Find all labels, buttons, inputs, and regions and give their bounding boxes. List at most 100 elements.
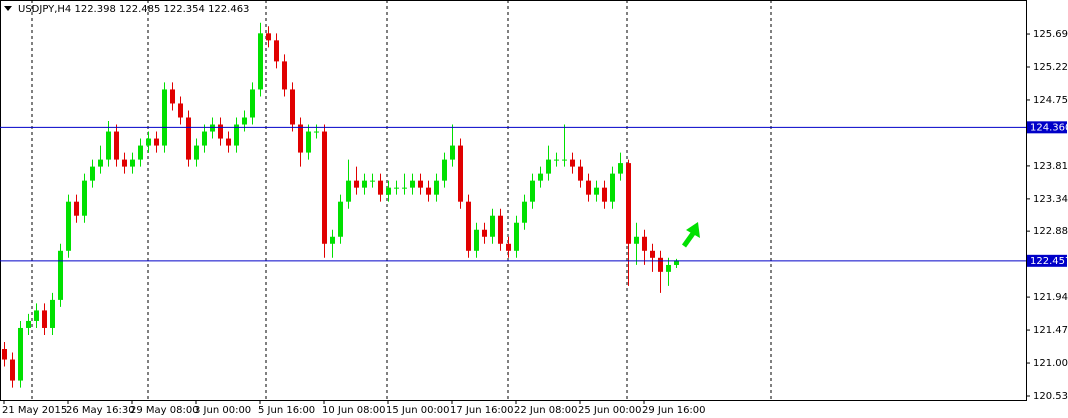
candle-body [346, 180, 351, 202]
candle-body [458, 145, 463, 202]
candle-body [626, 163, 631, 244]
candle-body [618, 163, 623, 174]
x-tick-label: 3 Jun 00:00 [194, 405, 251, 416]
candle-body [258, 33, 263, 90]
candle-body [466, 201, 471, 251]
candle-body [506, 243, 511, 251]
candle-body [130, 159, 135, 167]
candle-body [114, 131, 119, 160]
y-tick-label: 123.810 [1033, 161, 1068, 172]
candle-body [194, 145, 199, 160]
level-label: 122.457 [1030, 256, 1068, 267]
candle-body [90, 166, 95, 181]
candle-body [210, 124, 215, 132]
arrow-head [686, 222, 700, 238]
candle-body [586, 180, 591, 195]
x-tick-label: 25 Jun 00:00 [578, 405, 642, 416]
candle-body [186, 117, 191, 160]
x-tick-label: 21 May 2015 [2, 405, 67, 416]
candle-body [122, 159, 127, 167]
candle-body [362, 180, 367, 188]
candle-body [306, 131, 311, 153]
candle-body [298, 124, 303, 153]
candle-body [10, 359, 15, 381]
candle-body [482, 229, 487, 237]
candle-body [66, 201, 71, 251]
y-tick-label: 121.470 [1033, 325, 1068, 336]
candle-body [674, 260, 679, 265]
candle-body [242, 117, 247, 125]
candle-body [50, 299, 55, 328]
candle-body [322, 131, 327, 244]
candle-body [330, 236, 335, 244]
candle-body [314, 131, 319, 133]
candle-body [442, 159, 447, 181]
candle-body [218, 124, 223, 139]
y-tick-label: 121.940 [1033, 292, 1068, 303]
arrow-shaft [681, 230, 697, 248]
candle-body [250, 89, 255, 118]
y-tick-label: 120.530 [1033, 391, 1068, 402]
candle-body [42, 310, 47, 328]
candle-body [82, 180, 87, 216]
candle-body [666, 264, 671, 272]
candle-body [58, 250, 63, 300]
candle-body [610, 173, 615, 202]
candle-body [434, 180, 439, 195]
candle-body [538, 173, 543, 181]
candle-body [282, 61, 287, 90]
candle-body [426, 187, 431, 195]
candle-body [26, 320, 31, 328]
candle-body [146, 138, 151, 146]
trend-arrow [681, 222, 700, 248]
y-tick-label: 122.880 [1033, 226, 1068, 237]
candle-body [74, 201, 79, 216]
candle-body [450, 145, 455, 160]
candle-body [402, 187, 407, 189]
candle-body [290, 89, 295, 125]
candle-body [474, 229, 479, 251]
candle-body [354, 180, 359, 188]
candle-body [498, 215, 503, 244]
plot-frame [0, 0, 1027, 401]
candle-body [226, 138, 231, 146]
y-tick-label: 124.750 [1033, 95, 1068, 106]
x-tick-label: 15 Jun 00:00 [386, 405, 450, 416]
candle-body [378, 180, 383, 195]
candle-body [394, 187, 399, 189]
candle-body [578, 166, 583, 181]
candle-body [370, 180, 375, 182]
candle-body [570, 159, 575, 167]
x-tick-label: 29 Jun 16:00 [642, 405, 706, 416]
candle-body [266, 33, 271, 41]
candle-body [2, 349, 7, 360]
candle-body [410, 180, 415, 188]
candle-body [642, 236, 647, 251]
candle-body [98, 159, 103, 167]
candle-body [658, 257, 663, 272]
candle-body [234, 124, 239, 146]
x-tick-label: 22 Jun 08:00 [514, 405, 578, 416]
candle-body [34, 310, 39, 321]
candle-body [386, 187, 391, 195]
candle-body [514, 222, 519, 251]
candle-body [202, 131, 207, 146]
x-tick-label: 10 Jun 08:00 [322, 405, 386, 416]
candle-body [490, 215, 495, 237]
candle-body [554, 159, 559, 161]
level-label-bg [1027, 121, 1067, 134]
candle-body [634, 236, 639, 244]
x-tick-label: 29 May 08:00 [130, 405, 199, 416]
chart-title: USDJPY,H4 122.398 122.485 122.354 122.46… [18, 4, 249, 15]
candle-body [18, 327, 23, 381]
candle-body [338, 201, 343, 237]
candle-body [154, 138, 159, 146]
y-tick-label: 121.000 [1033, 358, 1068, 369]
candle-body [170, 89, 175, 104]
x-tick-label: 26 May 16:30 [66, 405, 135, 416]
candle-body [178, 103, 183, 118]
menu-arrow [4, 6, 12, 11]
candle-body [162, 89, 167, 146]
x-tick-label: 5 Jun 16:00 [258, 405, 315, 416]
